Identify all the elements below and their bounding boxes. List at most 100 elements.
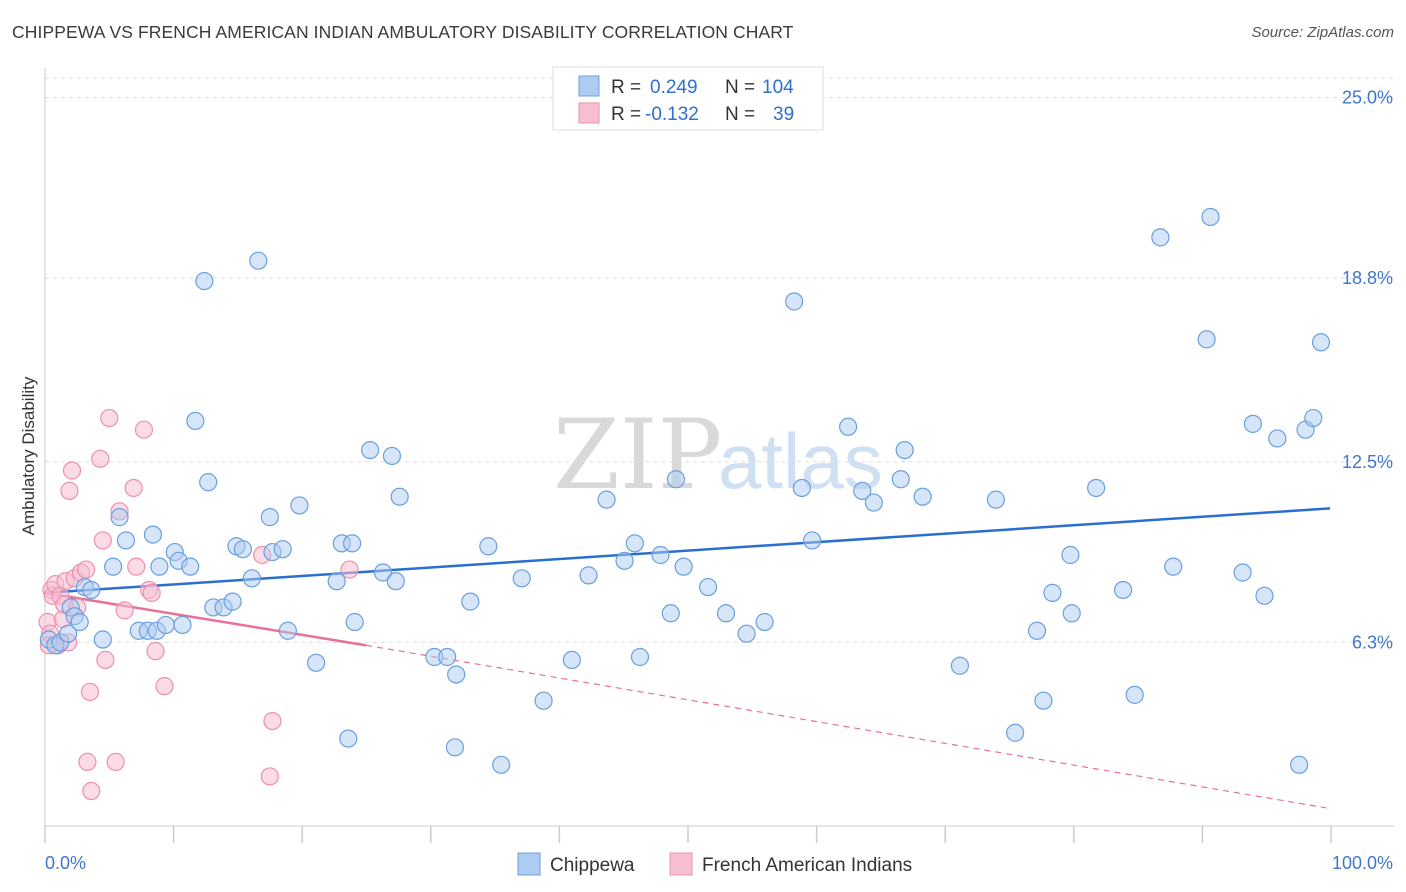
data-point-french-american-indians [124,478,143,498]
data-point-chippewa [223,592,242,611]
data-point-french-american-indians [155,677,174,696]
y-tick-label: 12.5% [1342,452,1393,472]
data-point-chippewa [512,569,531,588]
data-point-chippewa [445,738,465,757]
data-point-chippewa [1233,563,1252,582]
data-point-chippewa [438,647,457,667]
data-point-chippewa [373,563,393,582]
legend: R = 0.249 N = 104 R = -0.132 N = 39 [552,66,824,131]
data-points [38,207,1331,801]
x-tick-label: 100.0% [1332,853,1393,873]
gridlines [45,77,1394,643]
data-point-chippewa [891,470,910,489]
data-point-french-american-indians [60,481,79,500]
data-point-chippewa [1255,586,1274,605]
data-point-french-american-indians [127,557,146,576]
data-point-chippewa [1006,723,1025,742]
chart-title: CHIPPEWA VS FRENCH AMERICAN INDIAN AMBUL… [12,22,794,42]
legend-r-value-2: -0.132 [645,104,699,125]
data-point-french-american-indians [78,752,97,771]
data-point-chippewa [242,569,261,588]
data-point-chippewa [181,557,200,576]
data-point-chippewa [597,490,616,509]
data-point-chippewa [260,508,279,527]
legend-n-value-2: 39 [773,104,794,125]
legend-r-label-1: R = [611,77,641,98]
data-point-chippewa [1197,330,1216,349]
data-point-chippewa [839,417,858,436]
legend-n-label-1: N = [725,77,755,98]
data-point-french-american-indians [263,711,282,731]
data-point-chippewa [382,446,402,466]
data-point-chippewa [534,691,553,710]
legend-n-label-2: N = [725,104,755,125]
data-point-french-american-indians [91,449,110,468]
data-point-french-american-indians [82,781,101,801]
y-tick-label: 25.0% [1342,88,1393,108]
data-point-chippewa [625,534,644,553]
data-point-chippewa [853,481,872,500]
data-point-french-american-indians [142,583,161,602]
data-point-chippewa [803,531,822,550]
bottom-legend-label-chippewa: Chippewa [550,855,635,876]
data-point-chippewa [661,604,680,623]
data-point-chippewa [1087,478,1106,498]
data-point-chippewa [110,508,129,527]
data-point-chippewa [447,665,466,684]
data-point-chippewa [70,612,89,632]
data-point-chippewa [461,592,480,611]
data-point-chippewa [195,271,214,291]
data-point-french-american-indians [77,560,96,579]
data-point-chippewa [1034,691,1053,710]
data-point-chippewa [1062,604,1081,623]
data-point-chippewa [1043,583,1062,602]
data-point-chippewa [1125,685,1144,704]
data-point-chippewa [913,487,932,506]
y-tick-label: 6.3% [1352,632,1393,652]
data-point-chippewa [386,572,405,591]
legend-n-value-1: 104 [762,77,794,98]
data-point-chippewa [186,411,205,431]
data-point-chippewa [698,577,718,597]
data-point-chippewa [173,615,192,635]
data-point-french-american-indians [260,767,279,786]
data-point-chippewa [630,647,650,667]
legend-r-label-2: R = [611,104,641,125]
legend-r-value-1: 0.249 [650,77,698,98]
data-point-french-american-indians [106,752,125,771]
data-point-chippewa [579,566,598,585]
data-point-chippewa [361,440,380,460]
data-point-chippewa [150,557,169,576]
data-point-chippewa [1027,621,1047,640]
data-point-chippewa [755,612,774,632]
data-point-chippewa [1290,755,1309,774]
data-point-chippewa [1304,408,1323,428]
data-point-chippewa [1151,228,1170,247]
data-point-chippewa [290,496,309,515]
data-point-chippewa [1268,429,1287,448]
data-point-chippewa [1061,545,1080,565]
data-point-chippewa [156,615,175,635]
bottom-legend-swatch-chippewa [517,852,541,876]
data-point-french-american-indians [100,408,119,428]
data-point-chippewa [737,624,756,643]
data-point-chippewa [950,656,970,675]
trend-line-french-american-indians-extended [366,644,1331,810]
data-point-chippewa [273,540,292,559]
data-point-chippewa [792,478,811,498]
data-point-chippewa [143,525,163,544]
data-point-french-american-indians [93,531,112,550]
y-axis-label: Ambulatory Disability [19,376,38,535]
data-point-chippewa [1114,580,1133,600]
data-point-chippewa [199,473,218,492]
data-point-chippewa [615,551,634,570]
data-point-french-american-indians [115,601,134,620]
legend-swatch-chippewa [578,75,600,97]
data-point-chippewa [345,612,364,632]
data-point-french-american-indians [146,642,165,661]
data-point-chippewa [562,650,581,670]
data-point-chippewa [82,580,101,600]
data-point-chippewa [59,624,78,643]
data-point-chippewa [895,440,914,460]
